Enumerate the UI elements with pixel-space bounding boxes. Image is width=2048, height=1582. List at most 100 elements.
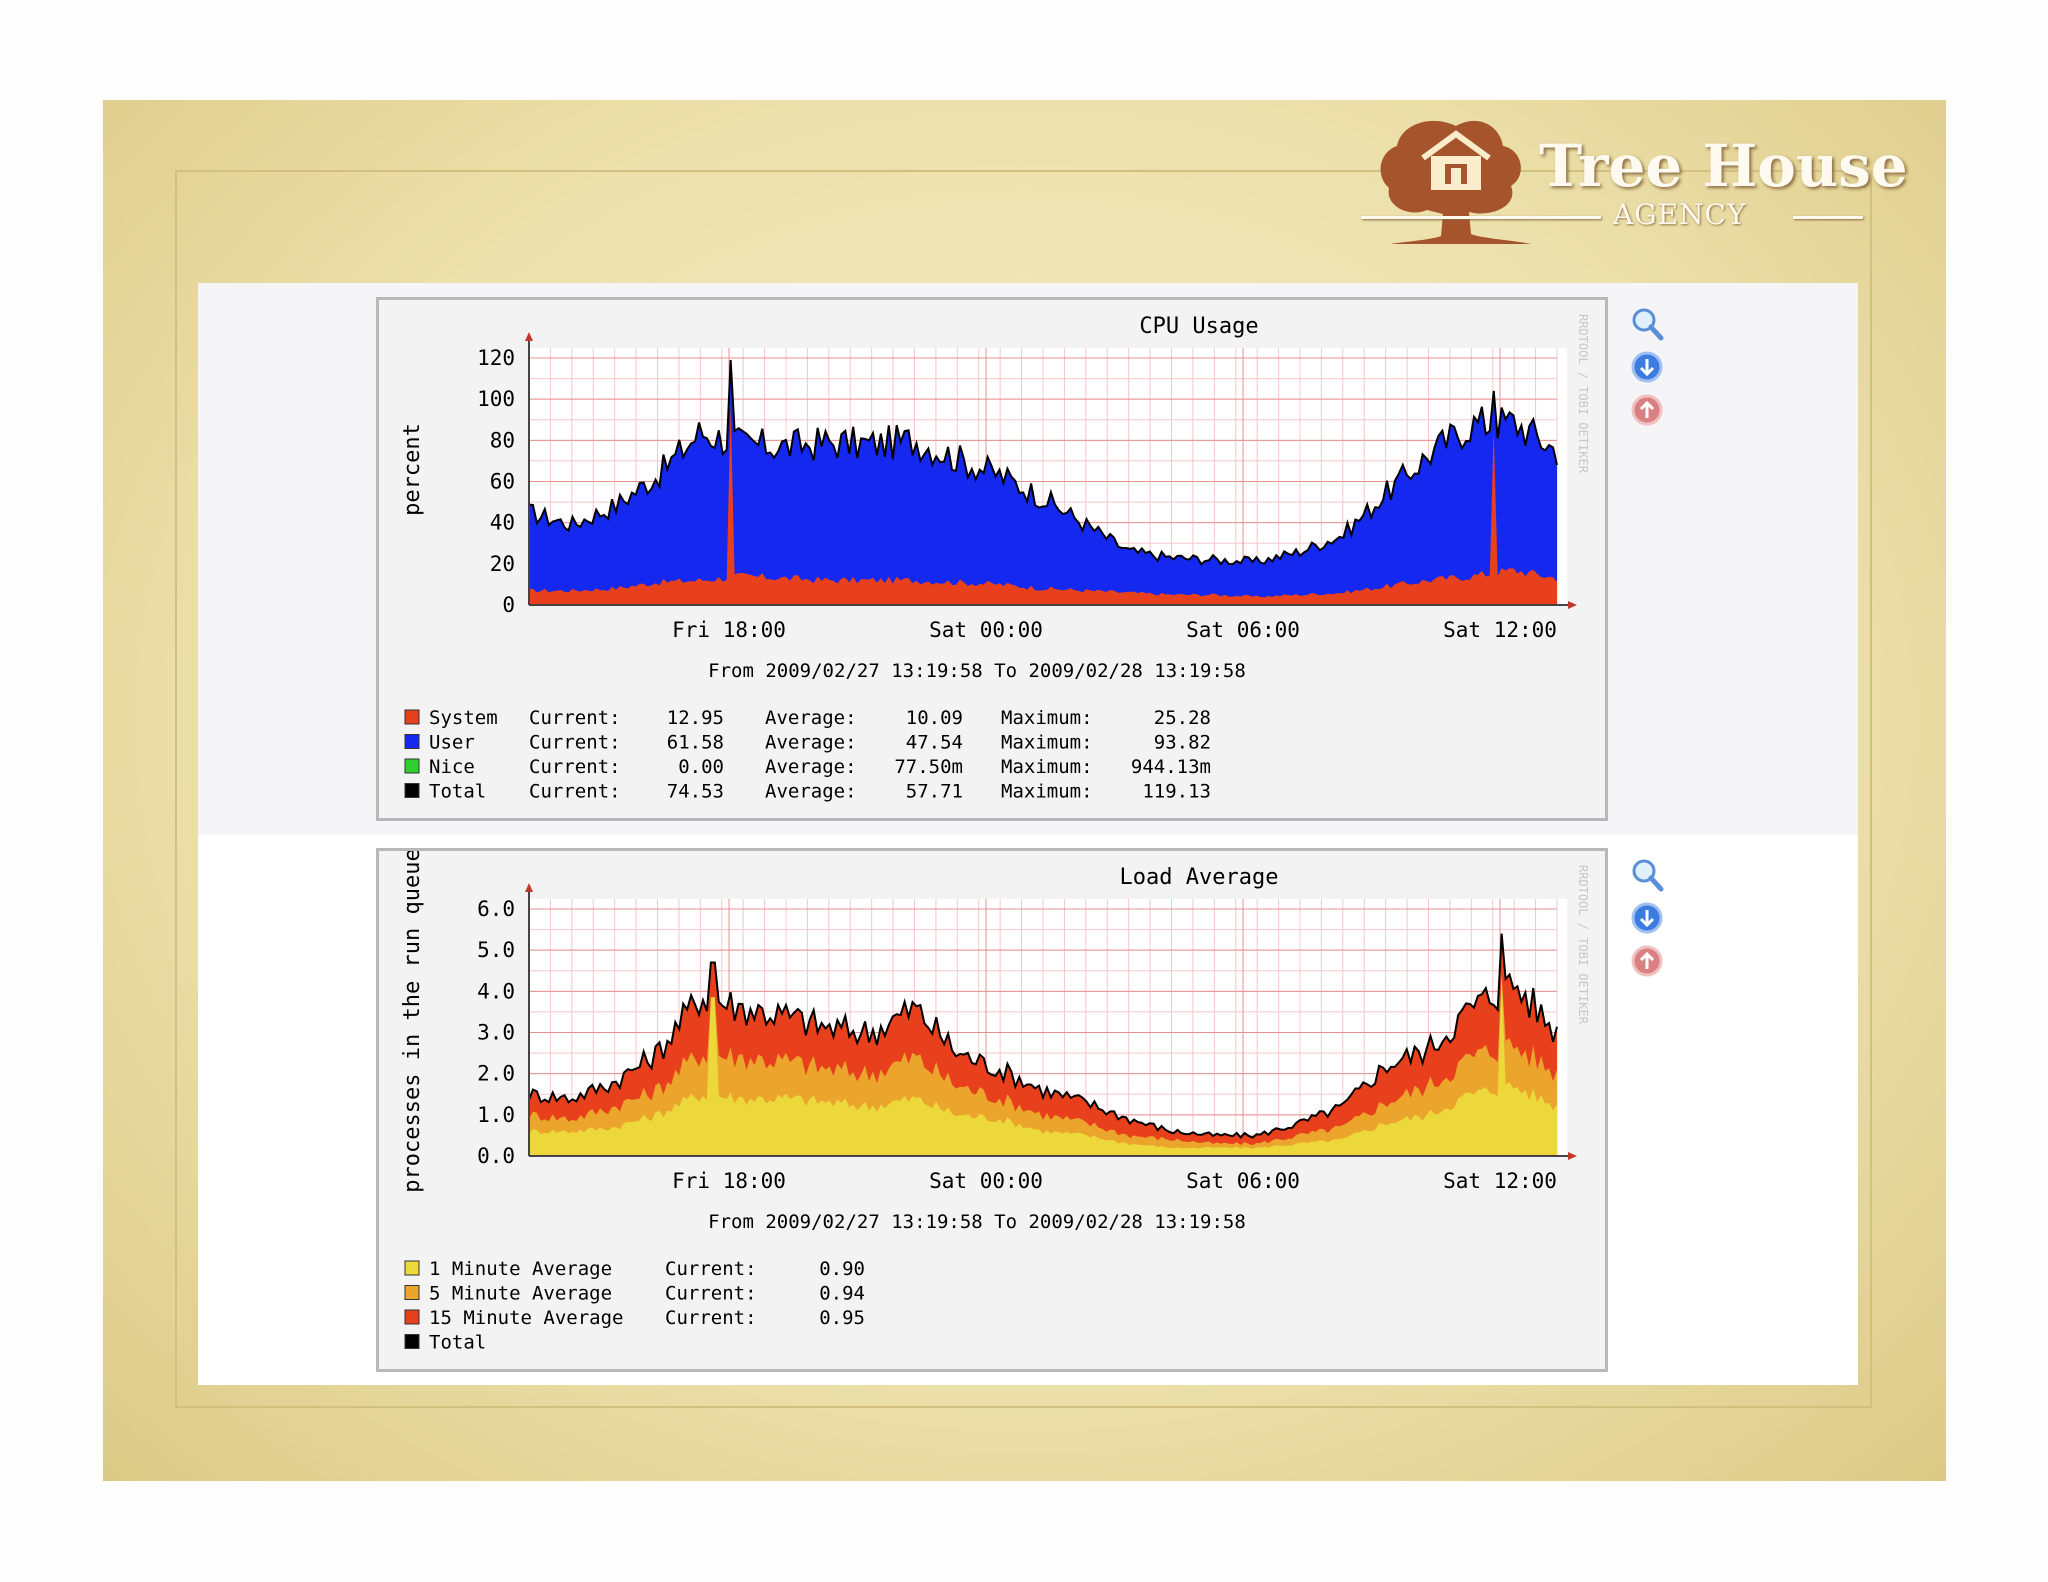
legend-current-value: 61.58 [667,732,724,754]
series-area-1min [529,973,1557,1156]
load-average-chart: Load Average RRDTOOL / TOBI OETIKER proces… [400,851,1590,1354]
legend-maximum-label: Maximum: [1001,781,1093,803]
legend-label: Nice [429,756,475,778]
legend-swatch [404,1285,420,1300]
legend-average-label: Average: [765,707,857,729]
legend-swatch [404,1260,420,1276]
legend-maximum-value: 93.82 [1154,732,1211,754]
legend-maximum-value: 944.13m [1131,756,1211,778]
legend-label: 5 Minute Average [429,1283,612,1305]
y-tick-label: 120 [477,346,515,370]
legend: 1 Minute Average Current: 0.90 5 Minute Ave… [404,1258,865,1354]
y-axis-label: percent [400,423,425,516]
y-tick-label: 60 [490,470,515,494]
legend-average-label: Average: [765,781,857,803]
brand-logo: Tree House AGENCY [1361,106,1908,246]
y-tick-label: 2.0 [477,1062,515,1086]
x-axis-arrow [1568,1152,1577,1160]
legend-label: Total [429,1332,486,1354]
y-tick-label: 20 [490,552,515,576]
upload-icon[interactable] [1628,391,1666,429]
x-tick-label: Fri 18:00 [672,618,786,642]
x-tick-label: Sat 06:00 [1186,618,1300,642]
x-tick-label: Sat 00:00 [929,1169,1043,1193]
chart-title: CPU Usage [1139,314,1258,339]
chart-title: Load Average [1120,865,1279,890]
y-axis-label: processes in the run queue [400,851,425,1193]
y-axis-arrow [525,332,533,341]
series-line-total [528,933,1558,1139]
y-tick-label: 1.0 [477,1103,515,1127]
legend-label: Total [429,781,486,803]
legend-current-label: Current: [665,1307,757,1329]
graph-panel: CPU Usage RRDTOOL / TOBI OETIKER percent 0 2… [198,283,1858,1385]
y-tick-label: 80 [490,428,515,452]
upload-icon[interactable] [1628,942,1666,980]
x-tick-label: Sat 12:00 [1443,1169,1557,1193]
zoom-icon[interactable] [1628,856,1666,894]
brand-divider-left [1361,216,1601,219]
legend-swatch [404,734,420,749]
legend-current-label: Current: [529,732,621,754]
x-tick-label: Sat 06:00 [1186,1169,1300,1193]
legend-average-value: 10.09 [906,707,963,729]
watermark: RRDTOOL / TOBI OETIKER [1576,865,1590,1025]
y-tick-label: 4.0 [477,979,515,1003]
legend-current-value: 0.94 [819,1283,865,1305]
zoom-icon[interactable] [1628,305,1666,343]
legend-current-value: 0.00 [678,756,724,778]
watermark: RRDTOOL / TOBI OETIKER [1576,314,1590,474]
legend-swatch [404,709,420,725]
y-tick-label: 3.0 [477,1021,515,1045]
legend-current-value: 0.95 [819,1307,865,1329]
legend-average-label: Average: [765,756,857,778]
legend-maximum-value: 119.13 [1142,781,1211,803]
legend-swatch [404,783,420,798]
brand-subtitle: AGENCY [1613,198,1747,231]
legend-current-value: 0.90 [819,1258,865,1280]
legend: System Current: 12.95 Average: 10.09 Maximum:… [404,707,1211,803]
brand-title: Tree House [1539,132,1908,200]
y-tick-label: 5.0 [477,938,515,962]
legend-maximum-value: 25.28 [1154,707,1211,729]
brand-divider-right [1793,216,1863,219]
legend-maximum-label: Maximum: [1001,732,1093,754]
series-area-system [529,404,1557,605]
tree-house-icon [1380,120,1531,244]
legend-label: System [429,707,498,729]
y-tick-label: 100 [477,387,515,411]
legend-average-value: 57.71 [906,781,963,803]
series-line-total [528,360,1558,566]
cpu-usage-chart: CPU Usage RRDTOOL / TOBI OETIKER percent 0 2… [400,314,1590,803]
y-tick-label: 0 [502,593,515,617]
legend-average-label: Average: [765,732,857,754]
legend-current-value: 74.53 [667,781,724,803]
legend-label: 15 Minute Average [429,1307,623,1329]
legend-average-value: 47.54 [906,732,963,754]
legend-current-label: Current: [529,707,621,729]
legend-swatch [404,1334,420,1349]
x-tick-label: Sat 00:00 [929,618,1043,642]
y-axis-arrow [525,883,533,892]
x-tick-label: Sat 12:00 [1443,618,1557,642]
load-average-graph: Load Average RRDTOOL / TOBI OETIKER proces… [376,848,1608,1372]
time-period: From 2009/02/27 13:19:58 To 2009/02/28 1… [708,660,1246,682]
x-axis-arrow [1568,601,1577,609]
y-tick-label: 0.0 [477,1144,515,1168]
legend-average-value: 77.50m [894,756,963,778]
legend-label: 1 Minute Average [429,1258,612,1280]
legend-current-label: Current: [665,1283,757,1305]
legend-current-label: Current: [529,781,621,803]
download-icon[interactable] [1628,348,1666,386]
legend-current-label: Current: [665,1258,757,1280]
legend-swatch [404,1309,420,1325]
legend-label: User [429,732,475,754]
y-tick-label: 40 [490,511,515,535]
y-tick-label: 6.0 [477,897,515,921]
series-area-user [529,360,1557,605]
download-icon[interactable] [1628,899,1666,937]
series-layers [528,933,1558,1156]
legend-maximum-label: Maximum: [1001,707,1093,729]
slide-frame [175,170,1872,1408]
legend-current-label: Current: [529,756,621,778]
